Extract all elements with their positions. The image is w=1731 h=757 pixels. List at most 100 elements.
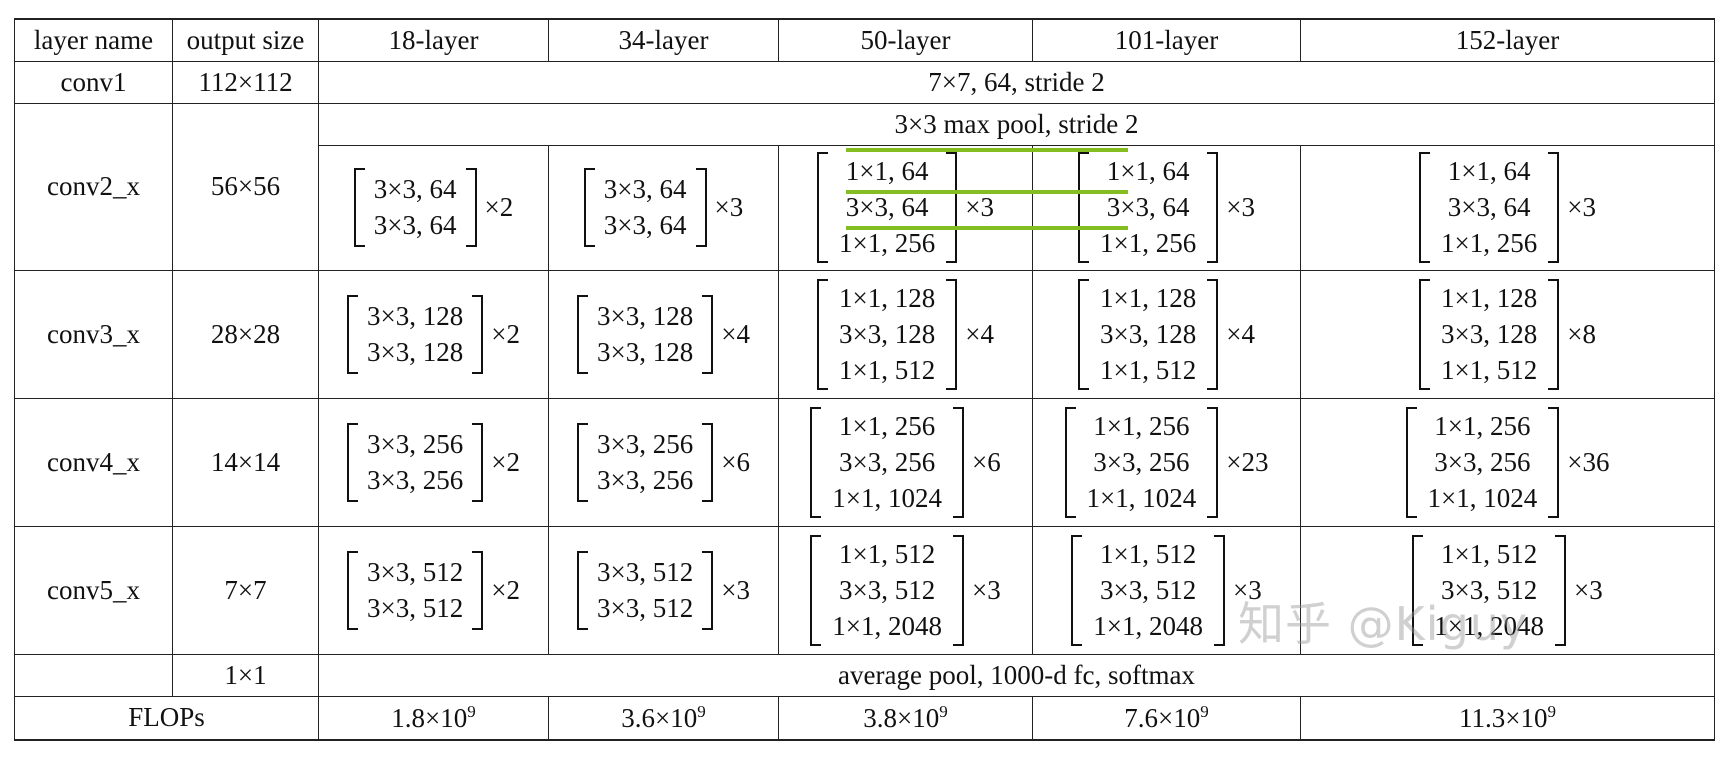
flops-34-layer: 3.6×109 [548,695,779,741]
bracket-matrix: 1×1, 512 3×3, 512 1×1, 2048 [1071,534,1225,646]
bracket-matrix: 3×3, 256 3×3, 256 [577,422,714,502]
block-row: 3×3, 64 [373,210,457,240]
flops-101-exp: 9 [1200,702,1209,722]
flops-101-base: 7.6×10 [1124,703,1201,734]
block-row: 3×3, 64 [373,174,457,204]
block-row: 1×1, 512 [1100,354,1197,385]
bracket-block: 1×1, 512 3×3, 512 1×1, 2048 ×3 [1412,534,1603,646]
final-name [14,653,173,697]
block-row: 3×3, 128 [597,300,694,331]
repeat-count: ×2 [491,318,520,349]
repeat-count: ×4 [721,318,750,349]
conv1-output-size: 112×112 [172,60,319,104]
bracket-matrix: 3×3, 128 3×3, 128 [577,294,714,374]
bracket-matrix: 1×1, 64 3×3, 64 1×1, 256 [1419,152,1560,263]
repeat-count: ×3 [1574,574,1603,605]
bracket-block: 1×1, 128 3×3, 128 1×1, 512 ×4 [817,278,994,390]
bracket-block: 1×1, 128 3×3, 128 1×1, 512 ×8 [1419,278,1596,390]
block-row: 1×1, 1024 [1427,482,1538,513]
block-row: 3×3, 256 [367,428,464,459]
conv5-18-layer-block: 3×3, 512 3×3, 512 ×2 [318,525,549,655]
flops-row: FLOPs 1.8×109 3.6×109 3.8×109 7.6×109 11… [14,695,1715,741]
conv2-101-layer-block: 1×1, 64 3×3, 64 1×1, 256 ×3 [1032,144,1301,271]
repeat-count: ×3 [1567,192,1596,222]
block-row: 1×1, 2048 [1434,610,1544,641]
block-row: 1×1, 64 [1447,156,1531,186]
bracket-block: 3×3, 128 3×3, 128 ×2 [347,294,520,374]
conv3-row: conv3_x 28×28 3×3, 128 3×3, 128 ×2 3×3, 12… [14,269,1715,399]
highlight-line-middle [846,190,1128,194]
conv4-50-layer-block: 1×1, 256 3×3, 256 1×1, 1024 ×6 [778,397,1033,527]
block-row: 3×3, 64 [603,210,687,240]
block-row: 3×3, 128 [1441,318,1538,349]
block-row: 3×3, 512 [367,592,464,623]
block-row: 1×1, 128 [1441,282,1538,313]
header-101-layer: 101-layer [1032,18,1301,62]
header-layer-name: layer name [14,18,173,62]
bracket-block: 1×1, 64 3×3, 64 1×1, 256 ×3 [1419,152,1596,263]
conv4-output-size: 14×14 [172,397,319,527]
repeat-count: ×2 [491,446,520,477]
block-row: 3×3, 512 [839,574,936,605]
repeat-count: ×2 [491,574,520,605]
conv4-101-layer-block: 1×1, 256 3×3, 256 1×1, 1024 ×23 [1032,397,1301,527]
flops-152-layer: 11.3×109 [1300,695,1715,741]
conv4-row: conv4_x 14×14 3×3, 256 3×3, 256 ×2 3×3, 25… [14,397,1715,527]
repeat-count: ×6 [721,446,750,477]
repeat-count: ×3 [972,574,1001,605]
conv1-row: conv1 112×112 7×7, 64, stride 2 [14,60,1715,104]
bracket-matrix: 3×3, 512 3×3, 512 [577,550,714,630]
conv2-row: 3×3, 64 3×3, 64 ×2 3×3, 64 3×3, 64 ×3 1×1, 6… [15,144,1715,271]
bracket-block: 3×3, 512 3×3, 512 ×3 [577,550,750,630]
bracket-matrix: 3×3, 64 3×3, 64 [583,168,707,247]
bracket-matrix: 1×1, 64 3×3, 64 1×1, 256 [1078,152,1219,263]
bracket-matrix: 1×1, 512 3×3, 512 1×1, 2048 [1412,534,1566,646]
conv5-row: conv5_x 7×7 3×3, 512 3×3, 512 ×2 3×3, 512 3… [14,525,1715,655]
repeat-count: ×23 [1226,446,1269,477]
block-row: 1×1, 512 [1100,538,1197,569]
conv2-pool-row: conv2_x 56×56 3×3 max pool, stride 2 [14,102,1715,271]
conv4-name: conv4_x [14,397,173,527]
conv5-50-layer-block: 1×1, 512 3×3, 512 1×1, 2048 ×3 [778,525,1033,655]
conv3-101-layer-block: 1×1, 128 3×3, 128 1×1, 512 ×4 [1032,269,1301,399]
block-row: 3×3, 128 [839,318,936,349]
bracket-block: 1×1, 512 3×3, 512 1×1, 2048 ×3 [810,534,1001,646]
bracket-matrix: 1×1, 128 3×3, 128 1×1, 512 [1419,278,1560,390]
conv5-34-layer-block: 3×3, 512 3×3, 512 ×3 [548,525,779,655]
block-row: 1×1, 256 [1093,410,1190,441]
repeat-count: ×3 [721,574,750,605]
bracket-block: 3×3, 64 3×3, 64 ×3 [583,168,743,247]
conv3-output-size: 28×28 [172,269,319,399]
flops-152-base: 11.3×10 [1459,703,1548,734]
bracket-block: 3×3, 512 3×3, 512 ×2 [347,550,520,630]
repeat-count: ×3 [965,192,994,222]
block-row: 3×3, 256 [367,464,464,495]
block-row: 1×1, 256 [839,228,936,258]
flops-label: FLOPs [14,695,319,741]
repeat-count: ×2 [484,192,514,222]
final-description: average pool, 1000-d fc, softmax [318,653,1715,697]
flops-50-exp: 9 [939,702,948,722]
resnet-architecture-table: layer name output size 18-layer 34-layer… [14,18,1715,741]
bracket-matrix: 3×3, 512 3×3, 512 [347,550,484,630]
block-row: 1×1, 256 [1434,410,1531,441]
header-34-layer: 34-layer [548,18,779,62]
block-row: 3×3, 128 [1100,318,1197,349]
header-50-layer: 50-layer [778,18,1033,62]
block-row: 3×3, 256 [1093,446,1190,477]
block-row: 1×1, 512 [1441,354,1538,385]
block-row: 3×3, 128 [367,300,464,331]
block-row: 1×1, 512 [839,538,936,569]
bracket-matrix: 1×1, 64 3×3, 64 1×1, 256 [817,152,958,263]
block-row: 1×1, 64 [845,156,929,186]
watermark: 知乎 @Kiguy [1238,597,1529,651]
bracket-matrix: 1×1, 128 3×3, 128 1×1, 512 [1078,278,1219,390]
block-row: 3×3, 128 [597,336,694,367]
header-18-layer: 18-layer [318,18,549,62]
block-row: 1×1, 2048 [1093,610,1203,641]
bracket-block: 3×3, 256 3×3, 256 ×6 [577,422,750,502]
highlight-line-top [846,148,1128,152]
bracket-matrix: 3×3, 64 3×3, 64 [353,168,477,247]
conv2-50-layer-block: 1×1, 64 3×3, 64 1×1, 256 ×3 [778,144,1033,271]
repeat-count: ×6 [972,446,1001,477]
